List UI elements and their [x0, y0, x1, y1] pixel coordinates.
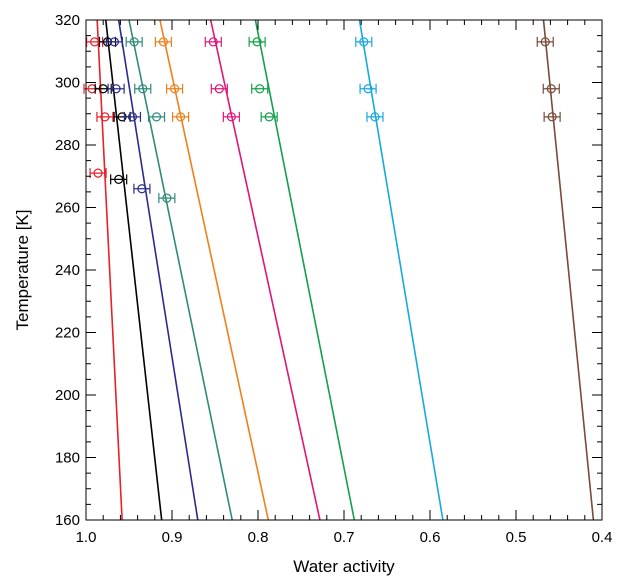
y-tick-label: 300 [55, 75, 80, 92]
y-tick-label: 240 [55, 262, 80, 279]
data-point [133, 183, 151, 194]
data-point [172, 111, 190, 122]
fit-line [117, 19, 199, 521]
data-point [359, 83, 377, 94]
data-point [542, 83, 560, 94]
marker-circle [138, 84, 148, 94]
y-tick-label: 220 [55, 325, 80, 342]
data-point [125, 36, 143, 47]
data-point [110, 174, 128, 185]
fit-line [542, 19, 595, 521]
marker-circle [359, 37, 369, 47]
marker-circle [546, 84, 556, 94]
marker-circle [169, 84, 180, 94]
marker-circle [93, 168, 103, 178]
plot-lines [96, 19, 595, 521]
fit-line [128, 19, 233, 521]
marker-circle [363, 84, 373, 94]
x-tick-label: 0.5 [506, 529, 527, 546]
marker-circle [176, 112, 186, 122]
data-point [123, 111, 142, 122]
data-point [355, 36, 373, 47]
data-point [222, 111, 240, 122]
data-point [210, 83, 228, 94]
fit-line [254, 19, 356, 521]
fit-line [96, 19, 123, 521]
data-point [105, 36, 123, 47]
marker-circle [208, 37, 218, 47]
data-point [96, 111, 114, 122]
x-tick-label: 0.4 [592, 529, 613, 546]
y-tick-label: 160 [55, 512, 80, 529]
y-tick-label: 180 [55, 450, 80, 467]
x-axis-title: Water activity [293, 557, 395, 576]
fit-line [358, 19, 444, 521]
data-point [134, 83, 152, 94]
data-point [147, 111, 166, 122]
data-point [536, 36, 554, 47]
marker-circle [89, 37, 100, 47]
axes-frame [85, 19, 603, 521]
axis-ticks: 1.0 0.9 0.8 0.7 0.6 0.5 0.4 160 180 200 220 240 260 2… [55, 12, 612, 546]
data-point [89, 168, 107, 179]
data-point [251, 83, 269, 94]
marker-circle [127, 112, 138, 122]
x-tick-label: 0.9 [162, 529, 183, 546]
marker-circle [98, 84, 108, 94]
marker-circle [137, 184, 147, 194]
data-point [543, 111, 561, 122]
marker-circle [100, 112, 110, 122]
plot-frame [85, 19, 603, 521]
x-tick-label: 1.0 [76, 529, 97, 546]
data-point [248, 36, 266, 47]
marker-circle [109, 37, 119, 47]
marker-circle [252, 37, 262, 47]
fit-line [209, 19, 321, 521]
x-tick-label: 0.8 [248, 529, 269, 546]
data-point [154, 36, 172, 47]
data-point [204, 36, 222, 47]
marker-circle [111, 84, 121, 94]
y-tick-label: 280 [55, 137, 80, 154]
marker-circle [264, 112, 274, 122]
data-point [158, 193, 176, 204]
y-tick-label: 320 [55, 12, 80, 29]
fit-line [104, 19, 163, 521]
marker-circle [226, 112, 236, 122]
marker-circle [370, 112, 380, 122]
x-tick-label: 0.6 [420, 529, 441, 546]
x-tick-label: 0.7 [334, 529, 355, 546]
data-point [260, 111, 278, 122]
marker-circle [540, 37, 550, 47]
fit-line [159, 19, 270, 521]
data-point [107, 83, 125, 94]
y-axis-title: Temperature [K] [13, 210, 32, 331]
marker-circle [162, 193, 172, 203]
marker-circle [547, 112, 557, 122]
marker-circle [255, 84, 265, 94]
y-tick-label: 260 [55, 200, 80, 217]
plot-markers [83, 36, 561, 204]
marker-circle [129, 37, 139, 47]
data-point [165, 83, 184, 94]
marker-circle [114, 174, 124, 184]
marker-circle [151, 112, 162, 122]
marker-circle [214, 84, 224, 94]
y-tick-label: 200 [55, 387, 80, 404]
data-point [366, 111, 384, 122]
marker-circle [158, 37, 168, 47]
